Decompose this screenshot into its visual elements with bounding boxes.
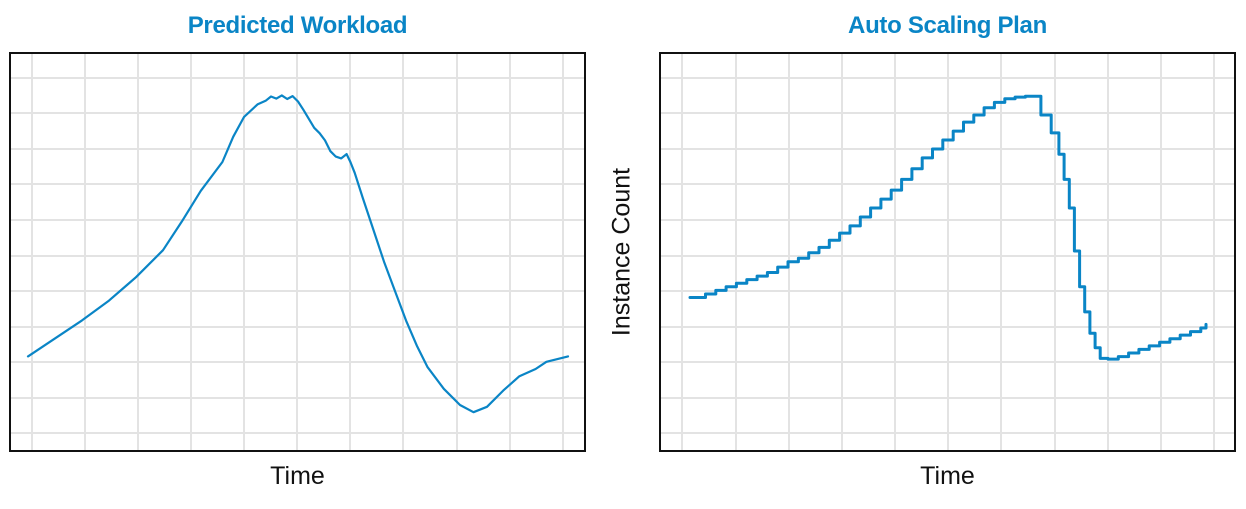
y-axis-label-right: Instance Count <box>607 167 636 337</box>
plot-frame <box>659 52 1236 452</box>
series-line-instance-count <box>688 94 1208 361</box>
chart-title-predicted-workload: Predicted Workload <box>187 12 408 39</box>
plot-frame <box>9 52 586 452</box>
chart-title-auto-scaling-plan: Auto Scaling Plan <box>848 12 1047 39</box>
x-axis-label-left: Time <box>270 462 325 490</box>
series-line-workload <box>26 94 570 414</box>
chart-panel-2 <box>659 52 1236 452</box>
x-axis-label-right: Time <box>920 462 975 490</box>
chart-panel-1 <box>9 52 586 452</box>
